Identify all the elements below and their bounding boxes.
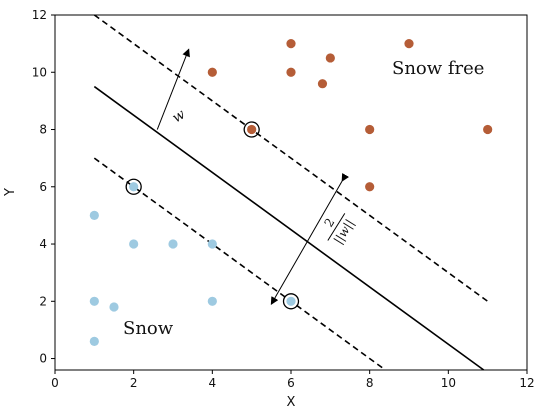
x-tick-label: 10 [441, 376, 456, 390]
y-tick-label: 12 [32, 8, 47, 22]
support-vector-ring [243, 121, 260, 138]
y-tick-label: 6 [39, 180, 47, 194]
x-axis-label: X [287, 395, 296, 410]
margin-fraction: 2 ||w|| [322, 213, 357, 247]
snow-point [129, 182, 139, 192]
lower-margin-line [93, 157, 386, 371]
y-axis-label: Y [3, 188, 18, 197]
ticks-layer: 0 2 4 6 8 10 12 0 2 4 6 8 10 12 [32, 8, 535, 390]
y-tick-label: 4 [39, 237, 47, 251]
x-tick-label: 12 [519, 376, 534, 390]
region-label-snow: Snow [123, 318, 174, 339]
x-tick-label: 6 [287, 376, 295, 390]
x-tick-label: 2 [130, 376, 138, 390]
snow-point [109, 302, 119, 312]
snow-free-point [286, 39, 296, 49]
snow-point [207, 296, 217, 306]
snow-point [89, 210, 99, 221]
w-vector-label: w [169, 106, 188, 126]
snow-free-point [247, 124, 257, 135]
support-vector-ring [125, 178, 142, 195]
margin-numerator: 2 [322, 216, 338, 230]
snow-point [89, 336, 99, 346]
margin-denominator: ||w|| [331, 217, 357, 247]
annotation-layer [156, 48, 350, 306]
fraction-bar [327, 213, 346, 241]
y-tick-label: 8 [39, 123, 47, 137]
snow-point [129, 239, 139, 249]
points-layer [89, 39, 493, 346]
snow-free-point [317, 79, 328, 89]
region-label-snow-free: Snow free [392, 58, 484, 79]
snow-point [168, 239, 178, 249]
snow-free-point [207, 67, 217, 77]
snow-free-point [404, 39, 414, 49]
snow-point [207, 239, 217, 249]
snow-free-point [483, 124, 493, 135]
margin-width-arrow [270, 172, 350, 306]
snow-free-point [325, 53, 335, 63]
x-tick-label: 4 [209, 376, 217, 390]
snow-free-point [365, 124, 375, 135]
snow-free-point [365, 182, 375, 192]
y-tick-label: 2 [39, 294, 47, 308]
y-tick-label: 0 [39, 352, 47, 366]
w-vector-arrow [156, 48, 190, 130]
snow-point [89, 296, 99, 306]
x-tick-label: 8 [366, 376, 374, 390]
upper-margin-line [93, 14, 489, 302]
snow-point [286, 296, 296, 306]
x-tick-label: 0 [51, 376, 59, 390]
y-tick-label: 10 [32, 65, 47, 79]
snow-free-point [286, 67, 296, 77]
